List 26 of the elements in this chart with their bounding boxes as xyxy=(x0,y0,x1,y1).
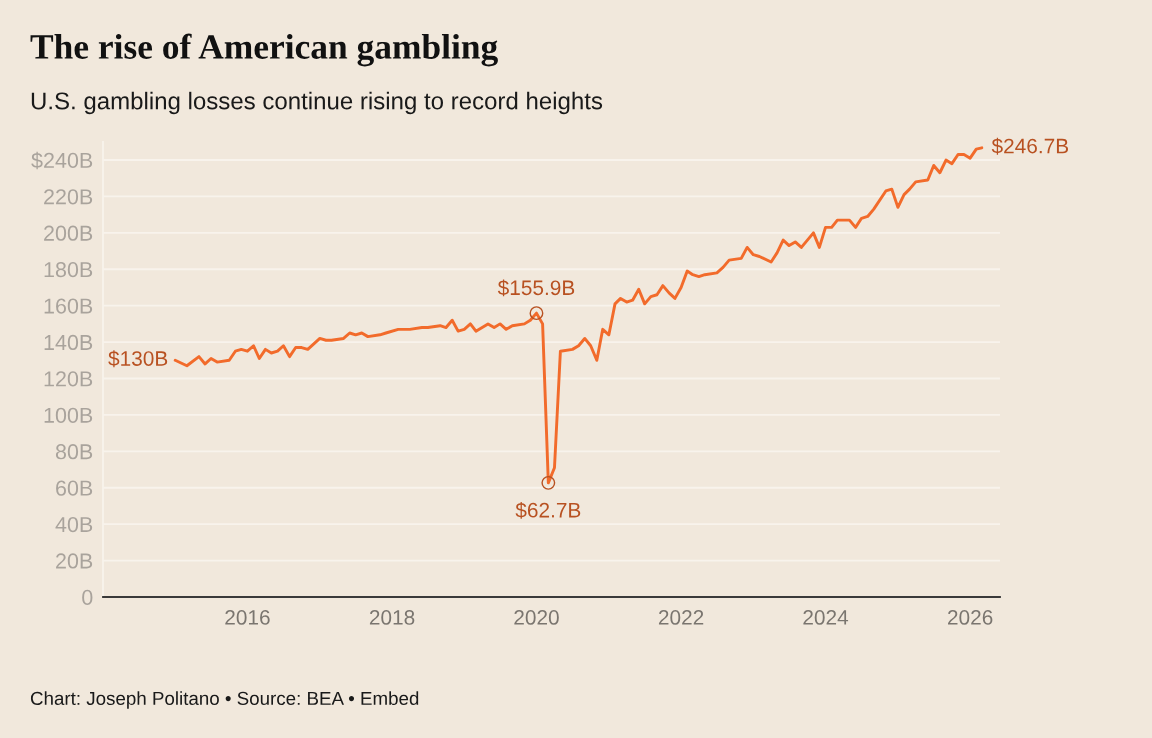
y-tick-label: 80B xyxy=(55,444,93,460)
chart-subtitle: U.S. gambling losses continue rising to record heights xyxy=(31,91,603,115)
x-tick-label: 2022 xyxy=(658,610,704,625)
y-tick-label: 0 xyxy=(82,589,93,606)
y-tick-label: 200B xyxy=(44,225,93,241)
x-tick-label: 2016 xyxy=(225,610,270,625)
annotation: $62.7B xyxy=(515,501,581,519)
chart-title: The rise of American gambling xyxy=(30,33,498,67)
x-tick-label: 2020 xyxy=(514,610,559,625)
y-tick-label: 220B xyxy=(44,189,93,205)
annotation: $246.7B xyxy=(991,137,1069,155)
x-tick-label: 2018 xyxy=(369,610,415,625)
y-tick-label: 60B xyxy=(56,480,93,496)
y-tick-label: 160B xyxy=(44,298,93,314)
annotation: $130B xyxy=(108,350,168,368)
x-tick-label: 2024 xyxy=(803,610,849,625)
y-tick-label: 40B xyxy=(55,516,93,533)
y-tick-label: 20B xyxy=(56,553,93,569)
x-tick-label: 2026 xyxy=(948,610,993,625)
text: Chart: Joseph Politano • Source: BEA • Embed xyxy=(30,691,419,709)
y-tick-label: 180B xyxy=(44,262,93,278)
y-tick-label: $240B xyxy=(31,151,93,170)
annotation: $155.9B xyxy=(497,279,575,297)
y-tick-label: 100B xyxy=(44,407,93,423)
y-tick-label: 120B xyxy=(44,371,93,387)
y-tick-label: 140B xyxy=(44,334,93,351)
